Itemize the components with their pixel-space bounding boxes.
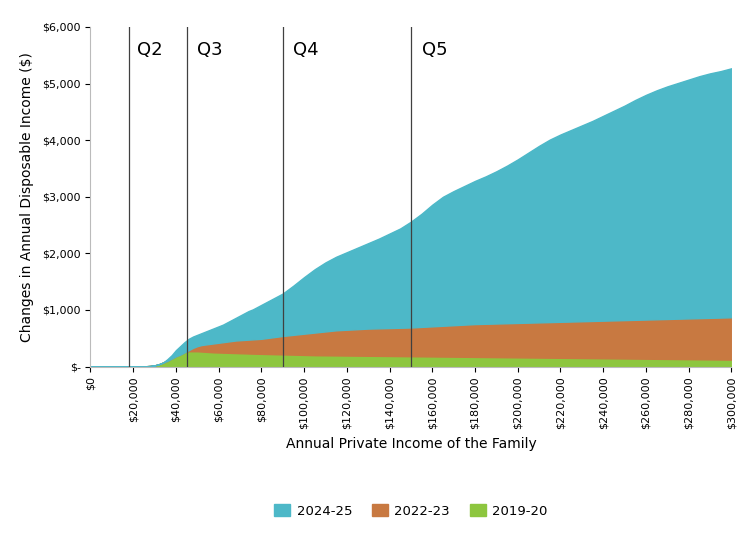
Text: Q3: Q3 — [198, 41, 223, 59]
Text: Q4: Q4 — [293, 41, 319, 59]
Legend: 2024-25, 2022-23, 2019-20: 2024-25, 2022-23, 2019-20 — [269, 499, 553, 523]
Y-axis label: Changes in Annual Disposable Income ($): Changes in Annual Disposable Income ($) — [20, 52, 34, 342]
Text: Q5: Q5 — [421, 41, 447, 59]
Text: Q2: Q2 — [137, 41, 163, 59]
X-axis label: Annual Private Income of the Family: Annual Private Income of the Family — [286, 437, 536, 451]
